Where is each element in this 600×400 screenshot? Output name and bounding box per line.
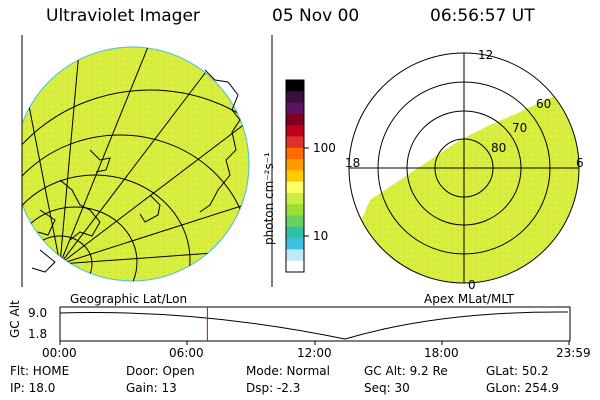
mlt-label-6: 6 <box>576 156 584 170</box>
colorbar-band <box>286 215 304 228</box>
colorbar-band <box>286 170 304 183</box>
colorbar-band <box>286 136 304 149</box>
info-glat: GLat: 50.2 <box>486 364 549 378</box>
colorbar-band <box>286 204 304 217</box>
info-mode: Mode: Normal <box>246 364 330 378</box>
colorbar-band <box>286 91 304 104</box>
info-gain: Gain: 13 <box>126 381 177 395</box>
colorbar-band <box>286 102 304 115</box>
colorbar-band <box>286 181 304 194</box>
instrument-title: Ultraviolet Imager <box>46 6 200 26</box>
right-panel-caption: Apex MLat/MLT <box>424 292 514 306</box>
mlat-label-60: 60 <box>536 97 552 111</box>
x-tick-1800: 18:00 <box>424 346 459 360</box>
info-dsp: Dsp: -2.3 <box>246 381 301 395</box>
auroral-region <box>355 90 579 283</box>
altitude-ymax: 9.0 <box>28 306 48 320</box>
altitude-ylabel: GC Alt <box>8 300 22 338</box>
colorbar-band <box>286 260 304 273</box>
time-label: 06:56:57 UT <box>430 6 535 26</box>
altitude-ymin: 1.8 <box>28 327 48 341</box>
colorbar-band <box>286 226 304 239</box>
colorbar-band <box>286 249 304 262</box>
colorbar-unit-label: photon cm⁻²s⁻¹ <box>262 152 276 245</box>
earth-disk <box>22 46 250 282</box>
colorbar-band <box>286 147 304 160</box>
colorbar-band <box>286 113 304 126</box>
colorbar-band <box>286 125 304 137</box>
info-ip: IP: 18.0 <box>10 381 56 395</box>
colorbar-tick-100: 100 <box>313 141 336 155</box>
info-glon: GLon: 254.9 <box>486 381 559 395</box>
left-panel-caption: Geographic Lat/Lon <box>70 292 188 306</box>
colorbar-band <box>286 238 304 250</box>
mlat-label-70: 70 <box>512 121 528 135</box>
x-tick-2359: 23:59 <box>556 346 591 360</box>
colorbar-band <box>286 80 304 92</box>
colorbar-frame <box>285 79 305 273</box>
lat-lon-grid <box>22 47 249 281</box>
colorbar-band <box>286 192 304 205</box>
mlt-label-0: 0 <box>468 278 476 292</box>
colorbar <box>286 80 304 273</box>
info-gcalt: GC Alt: 9.2 Re <box>364 364 448 378</box>
mlt-label-12: 12 <box>478 48 494 62</box>
date-label: 05 Nov 00 <box>272 6 360 26</box>
colorbar-band <box>286 159 304 171</box>
coastlines <box>31 69 241 273</box>
x-tick-1200: 12:00 <box>297 346 332 360</box>
x-tick-0000: 00:00 <box>42 346 77 360</box>
info-seq: Seq: 30 <box>364 381 410 395</box>
colorbar-tick-10: 10 <box>313 229 329 243</box>
info-door: Door: Open <box>126 364 195 378</box>
altitude-plot <box>59 306 571 345</box>
mlat-label-80: 80 <box>491 141 507 155</box>
polar-plot <box>348 52 580 284</box>
info-flt: Flt: HOME <box>10 364 70 378</box>
x-tick-0600: 06:00 <box>169 346 204 360</box>
mlt-label-18: 18 <box>345 156 361 170</box>
